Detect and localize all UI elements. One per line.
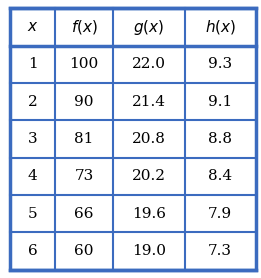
Text: 5: 5 bbox=[28, 207, 37, 221]
Text: $g(x)$: $g(x)$ bbox=[133, 18, 165, 36]
Text: 1: 1 bbox=[28, 57, 37, 71]
Text: 8.4: 8.4 bbox=[208, 169, 232, 183]
Text: 6: 6 bbox=[28, 244, 37, 258]
Text: 60: 60 bbox=[74, 244, 94, 258]
Text: 22.0: 22.0 bbox=[132, 57, 166, 71]
Text: 66: 66 bbox=[74, 207, 94, 221]
Text: 21.4: 21.4 bbox=[132, 95, 166, 109]
Text: 9.3: 9.3 bbox=[208, 57, 232, 71]
Text: 3: 3 bbox=[28, 132, 37, 146]
Text: 8.8: 8.8 bbox=[208, 132, 232, 146]
Text: 7.9: 7.9 bbox=[208, 207, 232, 221]
Text: 19.6: 19.6 bbox=[132, 207, 166, 221]
Text: 73: 73 bbox=[74, 169, 94, 183]
Text: 90: 90 bbox=[74, 95, 94, 109]
Text: 81: 81 bbox=[74, 132, 94, 146]
Text: 20.8: 20.8 bbox=[132, 132, 166, 146]
Text: $x$: $x$ bbox=[27, 20, 38, 34]
Text: 4: 4 bbox=[28, 169, 37, 183]
Text: 20.2: 20.2 bbox=[132, 169, 166, 183]
Text: $h(x)$: $h(x)$ bbox=[205, 18, 236, 36]
Text: 19.0: 19.0 bbox=[132, 244, 166, 258]
Text: $f(x)$: $f(x)$ bbox=[70, 18, 98, 36]
Text: 9.1: 9.1 bbox=[208, 95, 232, 109]
Text: 2: 2 bbox=[28, 95, 37, 109]
Text: 7.3: 7.3 bbox=[208, 244, 232, 258]
Text: 100: 100 bbox=[69, 57, 99, 71]
